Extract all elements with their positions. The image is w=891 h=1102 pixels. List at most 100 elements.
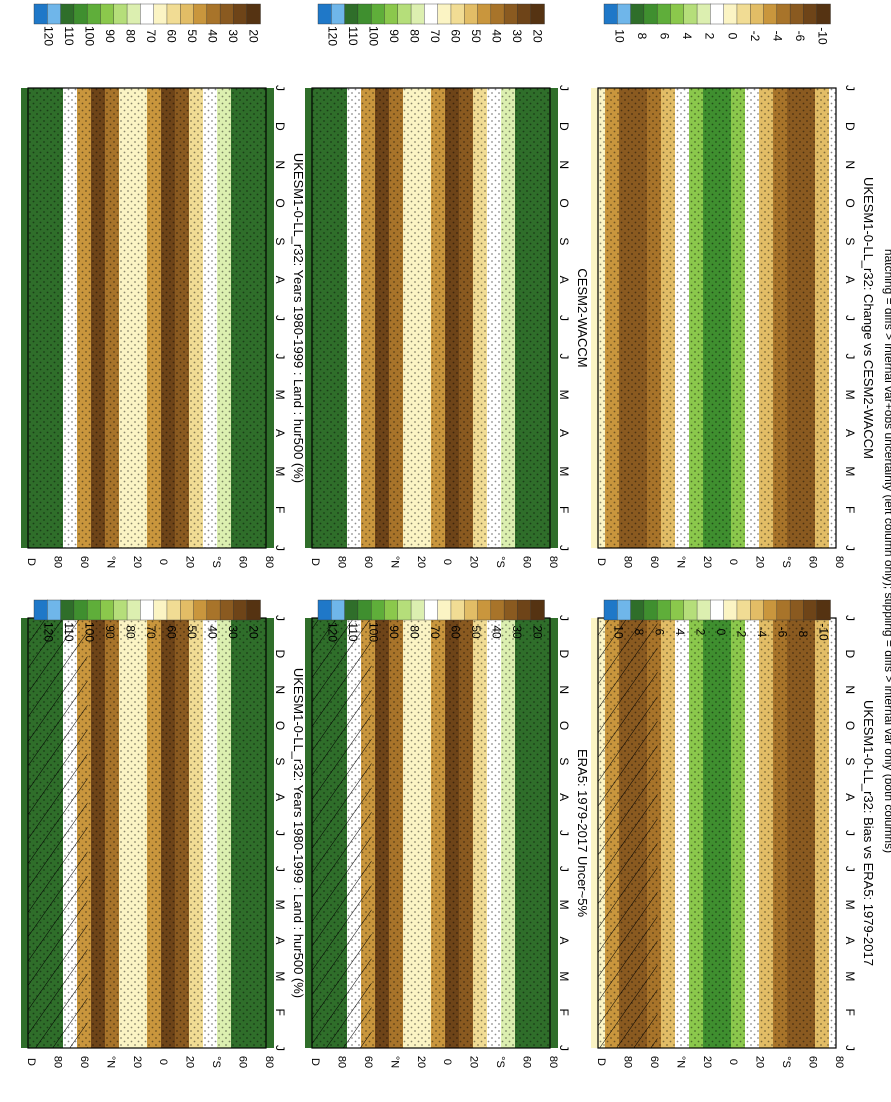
month-tick-label: N (557, 160, 571, 169)
colorbar-swatch (153, 3, 168, 25)
colorbar-tick-label: -6 (793, 31, 807, 42)
colorbar-tick-label: -8 (796, 627, 810, 638)
stipple-overlay (28, 88, 266, 548)
latitude-tick-label: 20 (184, 1056, 196, 1068)
colorbar-swatch (424, 599, 439, 621)
colorbar-tick-label: 50 (469, 29, 483, 43)
month-tick-label: J (273, 615, 287, 621)
colorbar-swatch (643, 599, 658, 621)
colorbar-swatch (503, 3, 519, 25)
latitude-tick-label: 20 (415, 556, 427, 568)
month-tick-label: O (557, 721, 571, 730)
colorbar-swatch (60, 599, 75, 621)
month-tick-label: M (557, 390, 571, 400)
colorbar-tick-label: 120 (325, 622, 339, 642)
colorbar-swatch (344, 599, 359, 621)
colorbar-swatch (490, 599, 505, 621)
colorbar-tick-label: 90 (103, 29, 117, 43)
month-tick-label: J (273, 866, 287, 872)
colorbar-tick-label: 4 (673, 629, 687, 636)
panel-title: CESM2-WACCM (575, 268, 590, 367)
colorbar-tick-label: 110 (346, 26, 360, 45)
month-tick-label: M (273, 390, 287, 400)
colorbar-tick-label: 100 (82, 26, 96, 46)
colorbar-swatch (736, 599, 751, 621)
latitude-tick-label: °S (494, 1056, 506, 1068)
latitude-tick-label: D (595, 558, 607, 566)
colorbar-tick-label: 70 (428, 625, 442, 639)
colorbar-tick-label: 8 (632, 629, 646, 636)
month-tick-label: J (843, 830, 857, 836)
latitude-tick-label: 20 (701, 556, 713, 568)
colorbar-tick-label: 30 (510, 625, 524, 639)
colorbar-swatch (153, 599, 168, 621)
latitude-tick-label: 0 (157, 559, 169, 565)
month-tick-label: S (843, 237, 857, 245)
latitude-tick-label: 60 (648, 1056, 660, 1068)
colorbar-tick-label: 10 (612, 29, 626, 43)
latitude-tick-label: 80 (263, 1056, 275, 1068)
colorbar-swatch (233, 3, 248, 25)
colorbar-swatch (763, 599, 778, 621)
latitude-tick-label: D (309, 1058, 321, 1066)
month-tick-label: J (273, 830, 287, 836)
colorbar-tick-label: 6 (652, 629, 666, 636)
latitude-tick-label: 60 (237, 556, 249, 568)
month-tick-label: M (843, 971, 857, 981)
colorbar-tick-label: 10 (611, 625, 625, 639)
month-tick-label: J (843, 315, 857, 321)
latitude-tick-label: 60 (807, 556, 819, 568)
colorbar-tick-label: 100 (366, 26, 380, 46)
month-tick-label: F (557, 506, 571, 513)
latitude-tick-label: 20 (754, 1056, 766, 1068)
hatch-overlay (312, 618, 372, 1048)
colorbar-swatch (317, 599, 332, 621)
colorbar-tick-label: 8 (635, 33, 649, 40)
colorbar-swatch (219, 599, 235, 621)
panels-layer: J F M A M J J A S O N D J D 80 60 °N 20 0 20 °S 60 80 UKESM1-0-… (21, 3, 876, 1068)
colorbar-swatch (33, 3, 48, 25)
colorbar-swatch (344, 3, 359, 25)
latitude-tick-label: 80 (621, 556, 633, 568)
colorbar-tick-label: 50 (469, 625, 483, 639)
colorbar-swatch (530, 3, 545, 25)
colorbar-swatch (630, 599, 645, 621)
latitude-tick-label: °N (104, 556, 116, 568)
month-tick-label: F (843, 506, 857, 513)
colorbar-swatch (126, 599, 142, 621)
latitude-tick-label: 80 (547, 1056, 559, 1068)
colorbar-swatch (437, 3, 452, 25)
colorbar-swatch (193, 3, 208, 25)
colorbar-tick-label: 60 (449, 625, 463, 639)
colorbar-swatch (437, 599, 452, 621)
month-tick-label: A (557, 276, 571, 284)
colorbar-swatch (86, 599, 102, 621)
colorbar-swatch (180, 3, 195, 25)
colorbar-swatch (464, 599, 479, 621)
panel-p1: J F M A M J J A S O N D J D 80 60 °N 20 0 20 °S 60 80 UKESM1-0-… (21, 599, 306, 1068)
panel-p3: J F M A M J J A S O N D J D 80 60 °N 20 0 20 °S 60 80 ERA5: 197… (305, 599, 590, 1068)
colorbar-tick-label: 2 (703, 33, 717, 40)
colorbar-swatch (450, 3, 465, 25)
latitude-tick-label: °N (388, 1056, 400, 1068)
latitude-tick-label: °S (780, 556, 792, 568)
colorbar-swatch (166, 3, 181, 25)
colorbar-tick-label: 40 (206, 29, 220, 43)
colorbar-swatch (60, 3, 75, 25)
month-tick-label: J (273, 85, 287, 91)
month-tick-label: D (273, 122, 287, 131)
latitude-tick-label: 80 (833, 1056, 845, 1068)
stipple-overlay (598, 88, 836, 548)
colorbar-swatch (816, 3, 831, 25)
latitude-tick-label: D (309, 558, 321, 566)
latitude-tick-label: °S (210, 556, 222, 568)
month-tick-label: A (843, 429, 857, 437)
colorbar-swatch (617, 3, 632, 25)
colorbar-swatch (643, 3, 658, 25)
colorbar-swatch (384, 599, 399, 621)
month-tick-label: N (843, 685, 857, 694)
panel-title: UKESM1-0-LL_r32: Change vs CESM2-WACCM (861, 177, 876, 459)
month-tick-label: J (557, 315, 571, 321)
colorbar-swatch (47, 599, 62, 621)
